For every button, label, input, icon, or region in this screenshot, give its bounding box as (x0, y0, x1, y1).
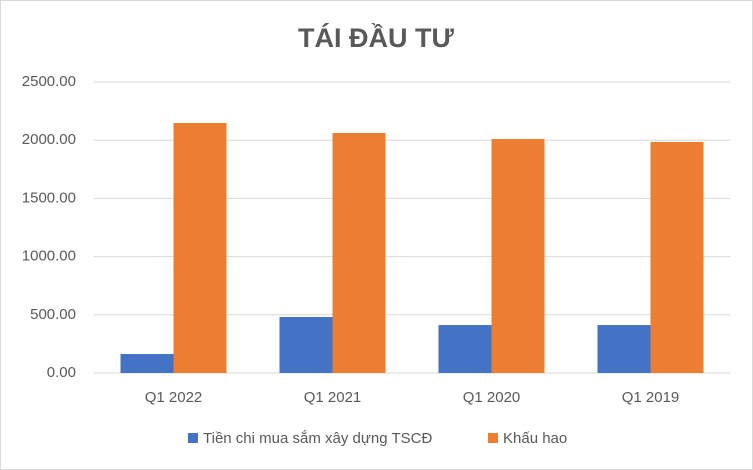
bar (332, 132, 386, 373)
bar (597, 325, 651, 373)
bar (279, 317, 333, 373)
bar (438, 325, 492, 373)
legend-label: Tiền chi mua sắm xây dựng TSCĐ (203, 430, 432, 447)
y-tick-label: 2500.00 (22, 73, 76, 90)
bar (491, 139, 545, 373)
x-tick-label: Q1 2021 (304, 389, 362, 406)
x-tick-label: Q1 2020 (463, 389, 521, 406)
bar (120, 354, 174, 373)
y-tick-label: 500.00 (30, 306, 76, 323)
chart-title: TÁI ĐẦU TƯ (298, 22, 454, 53)
bar (173, 122, 227, 373)
legend-label: Khấu hao (503, 430, 567, 447)
bar (650, 141, 704, 373)
y-tick-label: 2000.00 (22, 131, 76, 148)
x-tick-label: Q1 2019 (622, 389, 680, 406)
legend-swatch (188, 433, 198, 443)
y-tick-label: 0.00 (47, 364, 76, 381)
y-tick-label: 1000.00 (22, 248, 76, 265)
legend-swatch (488, 433, 498, 443)
x-tick-label: Q1 2022 (145, 389, 203, 406)
y-tick-label: 1500.00 (22, 189, 76, 206)
